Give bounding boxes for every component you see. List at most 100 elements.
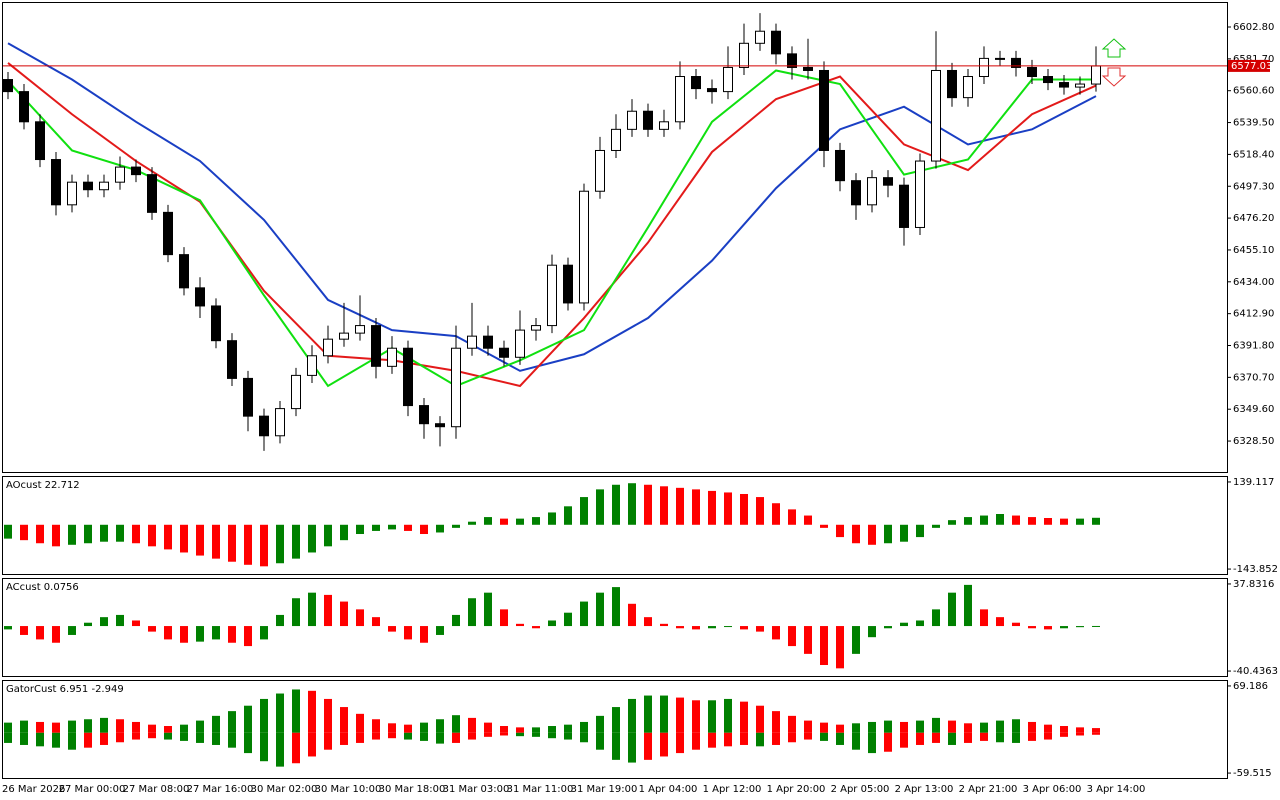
histogram-bar <box>772 732 780 745</box>
histogram-bar <box>852 626 860 654</box>
histogram-bar <box>68 626 76 635</box>
histogram-bar <box>932 732 940 743</box>
histogram-bar <box>932 609 940 627</box>
candle-body <box>3 79 13 93</box>
histogram-bar <box>1012 719 1020 733</box>
histogram-bar <box>484 722 492 733</box>
histogram-bar <box>900 622 908 627</box>
candle-body <box>675 76 685 123</box>
main-panel <box>2 2 1228 473</box>
candle-body <box>147 174 157 213</box>
histogram-bar <box>36 626 44 640</box>
histogram-bar <box>276 693 284 733</box>
histogram-bar <box>452 715 460 733</box>
histogram-bar <box>1060 732 1068 737</box>
histogram-bar <box>564 732 572 740</box>
histogram-bar <box>772 503 780 525</box>
candle-body <box>835 149 845 182</box>
y-tick-label: 6328.50 <box>1233 436 1274 447</box>
histogram-bar <box>68 524 76 545</box>
candle-body <box>227 340 237 379</box>
histogram-bar <box>628 483 636 525</box>
histogram-bar <box>676 732 684 754</box>
histogram-bar <box>820 722 828 733</box>
histogram-bar <box>708 626 716 629</box>
histogram-bar <box>1092 625 1100 627</box>
histogram-bar <box>340 524 348 541</box>
candle-body <box>1091 65 1101 85</box>
histogram-bar <box>276 614 284 627</box>
candle-body <box>899 184 909 228</box>
histogram-bar <box>228 732 236 748</box>
histogram-bar <box>420 626 428 643</box>
histogram-bar <box>836 732 844 745</box>
histogram-bar <box>676 626 684 629</box>
histogram-bar <box>484 517 492 525</box>
candle-body <box>99 181 109 191</box>
histogram-bar <box>84 524 92 544</box>
candle-body <box>307 355 317 376</box>
histogram-bar <box>772 711 780 733</box>
histogram-bar <box>964 584 972 627</box>
candle-body <box>659 121 669 130</box>
histogram-bar <box>228 626 236 643</box>
histogram-bar <box>276 524 284 564</box>
histogram-bar <box>196 732 204 743</box>
candle-body <box>643 110 653 130</box>
histogram-bar <box>20 524 28 541</box>
histogram-bar <box>196 626 204 642</box>
histogram-bar <box>724 732 732 747</box>
candle-body <box>723 66 733 93</box>
histogram-bar <box>948 720 956 733</box>
histogram-bar <box>484 732 492 737</box>
histogram-bar <box>932 717 940 733</box>
x-tick-label: 27 Mar 00:00 <box>59 784 126 795</box>
histogram-bar <box>180 732 188 741</box>
histogram-bar <box>532 732 540 737</box>
histogram-bar <box>148 732 156 739</box>
sell-arrow-icon <box>1101 67 1127 87</box>
histogram-bar <box>1092 517 1100 525</box>
histogram-bar <box>356 713 364 733</box>
histogram-bar <box>340 601 348 627</box>
candle-body <box>291 374 301 410</box>
histogram-bar <box>676 487 684 525</box>
histogram-bar <box>1028 517 1036 525</box>
histogram-bar <box>980 609 988 627</box>
histogram-bar <box>516 518 524 525</box>
histogram-bar <box>212 524 220 559</box>
candle-body <box>339 332 349 340</box>
histogram-bar <box>196 720 204 733</box>
histogram-bar <box>692 489 700 525</box>
histogram-bar <box>324 698 332 733</box>
histogram-bar <box>68 720 76 733</box>
x-tick-label: 1 Apr 04:00 <box>639 784 698 795</box>
histogram-bar <box>788 715 796 733</box>
candle-body <box>35 121 45 161</box>
histogram-bar <box>20 732 28 745</box>
histogram-bar <box>596 489 604 525</box>
candle-body <box>995 57 1005 60</box>
candle-body <box>755 30 765 44</box>
candle-body <box>67 181 77 206</box>
candle-body <box>947 69 957 99</box>
histogram-bar <box>596 592 604 627</box>
candle-body <box>51 159 61 206</box>
histogram-bar <box>436 626 444 635</box>
histogram-bar <box>756 626 764 632</box>
y-tick-label: -59.515 <box>1233 768 1272 779</box>
candle-body <box>163 211 173 256</box>
histogram-bar <box>644 732 652 760</box>
candle-body <box>979 57 989 78</box>
histogram-bar <box>836 724 844 733</box>
candle-body <box>243 377 253 417</box>
histogram-bar <box>20 720 28 733</box>
candle-body <box>963 76 973 99</box>
histogram-bar <box>212 626 220 640</box>
histogram-bar <box>292 598 300 627</box>
histogram-bar <box>964 723 972 733</box>
histogram-bar <box>884 720 892 733</box>
histogram-bar <box>548 620 556 627</box>
histogram-bar <box>468 732 476 740</box>
